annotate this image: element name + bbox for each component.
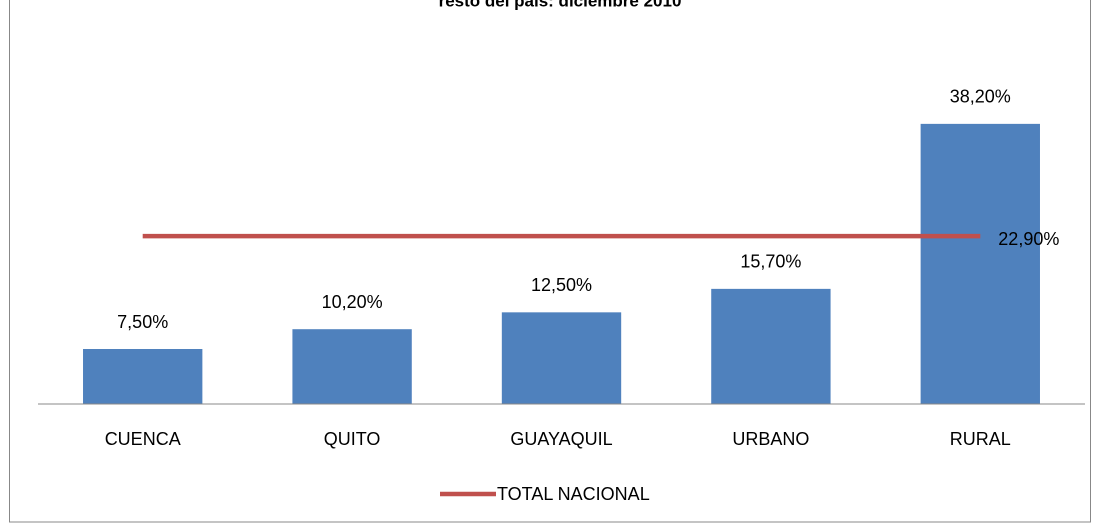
chart-frame — [9, 0, 1091, 523]
bar — [920, 123, 1040, 404]
value-label: 15,70% — [740, 252, 801, 272]
x-tick-label: RURAL — [950, 429, 1011, 449]
x-tick-label: URBANO — [732, 429, 809, 449]
bar — [292, 329, 412, 404]
value-label: 10,20% — [322, 292, 383, 312]
value-label: 12,50% — [531, 275, 592, 295]
x-tick-label: GUAYAQUIL — [510, 429, 612, 449]
bar — [501, 312, 622, 404]
value-label: 7,50% — [117, 312, 168, 332]
bar — [711, 288, 831, 404]
chart-title: resto del país: diciembre 2010 — [439, 0, 682, 10]
value-label: 38,20% — [950, 87, 1011, 107]
line-value-label: 22,90% — [998, 229, 1059, 249]
x-tick-label: QUITO — [324, 429, 381, 449]
x-tick-label: CUENCA — [105, 429, 181, 449]
bar — [83, 349, 203, 404]
legend-label: TOTAL NACIONAL — [497, 484, 650, 504]
